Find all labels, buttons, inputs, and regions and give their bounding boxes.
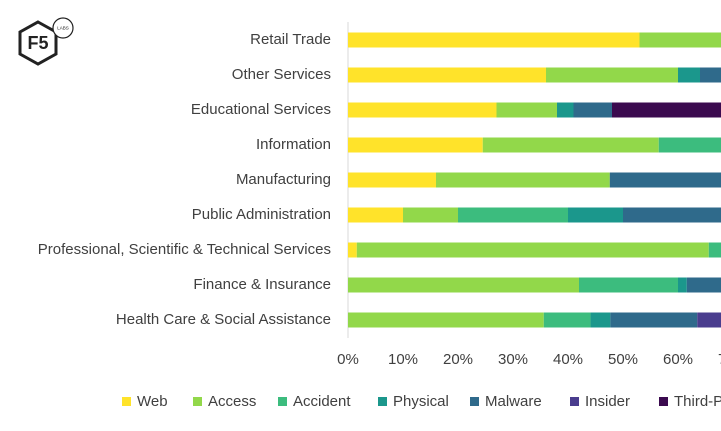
bar-segment <box>348 312 544 328</box>
bar-segment <box>403 207 458 223</box>
bar-segment <box>356 242 709 258</box>
x-tick-label: 30% <box>498 351 528 368</box>
legend-marker <box>659 397 668 406</box>
y-tick-label: Educational Services <box>191 101 331 118</box>
x-tick-label: 10% <box>388 351 418 368</box>
bar-segment <box>543 312 591 328</box>
bar-segment <box>590 312 611 328</box>
y-tick-label: Manufacturing <box>236 171 331 188</box>
bar-segment <box>612 102 721 118</box>
bar-segment <box>573 102 612 118</box>
x-tick-label: 0% <box>337 351 359 368</box>
legend-marker <box>122 397 131 406</box>
bar-segment <box>458 207 568 223</box>
y-tick-label: Public Administration <box>192 206 331 223</box>
bar-segment <box>678 277 687 293</box>
bar-segment <box>708 242 721 258</box>
legend-marker <box>570 397 579 406</box>
bar-segment <box>348 32 640 48</box>
logo-badge-text: LABS <box>57 26 69 31</box>
legend-label: Access <box>208 393 256 410</box>
bar-segment <box>686 277 721 293</box>
legend-marker <box>378 397 387 406</box>
bar-segment <box>579 277 678 293</box>
bar-segment <box>546 67 678 83</box>
bar-segment <box>557 102 574 118</box>
x-tick-label: 20% <box>443 351 473 368</box>
bar-segment <box>436 172 610 188</box>
x-tick-label: 50% <box>608 351 638 368</box>
legend-marker <box>470 397 479 406</box>
logo: F5 LABS <box>18 17 74 66</box>
bar-segment <box>697 312 721 328</box>
bar-segment <box>348 242 357 258</box>
y-tick-label: Professional, Scientific & Technical Ser… <box>38 241 331 258</box>
bar-segment <box>348 67 546 83</box>
bar-segment <box>658 137 721 153</box>
legend-label: Insider <box>585 393 630 410</box>
bar-segment <box>348 207 403 223</box>
logo-badge <box>52 17 74 39</box>
y-tick-label: Other Services <box>232 66 331 83</box>
legend-marker <box>193 397 202 406</box>
y-tick-label: Health Care & Social Assistance <box>116 311 331 328</box>
bar-segment <box>482 137 659 153</box>
bar-segment <box>609 172 721 188</box>
bar-segment <box>610 312 698 328</box>
bar-segment <box>348 102 497 118</box>
legend-marker <box>278 397 287 406</box>
y-tick-label: Retail Trade <box>250 31 331 48</box>
legend-label: Physical <box>393 393 449 410</box>
bar-segment <box>678 67 700 83</box>
legend-label: Third-Party <box>674 393 721 410</box>
bar-segment <box>496 102 557 118</box>
logo-text: F5 <box>27 33 48 53</box>
legend-label: Malware <box>485 393 542 410</box>
bar-segment <box>639 32 721 48</box>
bar-segment <box>700 67 721 83</box>
bar-segment <box>348 277 579 293</box>
bar-segment <box>348 137 483 153</box>
bar-segment <box>348 172 436 188</box>
x-tick-label: 60% <box>663 351 693 368</box>
x-tick-label: 70% <box>718 351 721 368</box>
y-tick-label: Finance & Insurance <box>193 276 331 293</box>
legend-label: Web <box>137 393 168 410</box>
bar-segment <box>623 207 721 223</box>
y-tick-label: Information <box>256 136 331 153</box>
bar-segment <box>568 207 623 223</box>
x-tick-label: 40% <box>553 351 583 368</box>
legend-label: Accident <box>293 393 351 410</box>
